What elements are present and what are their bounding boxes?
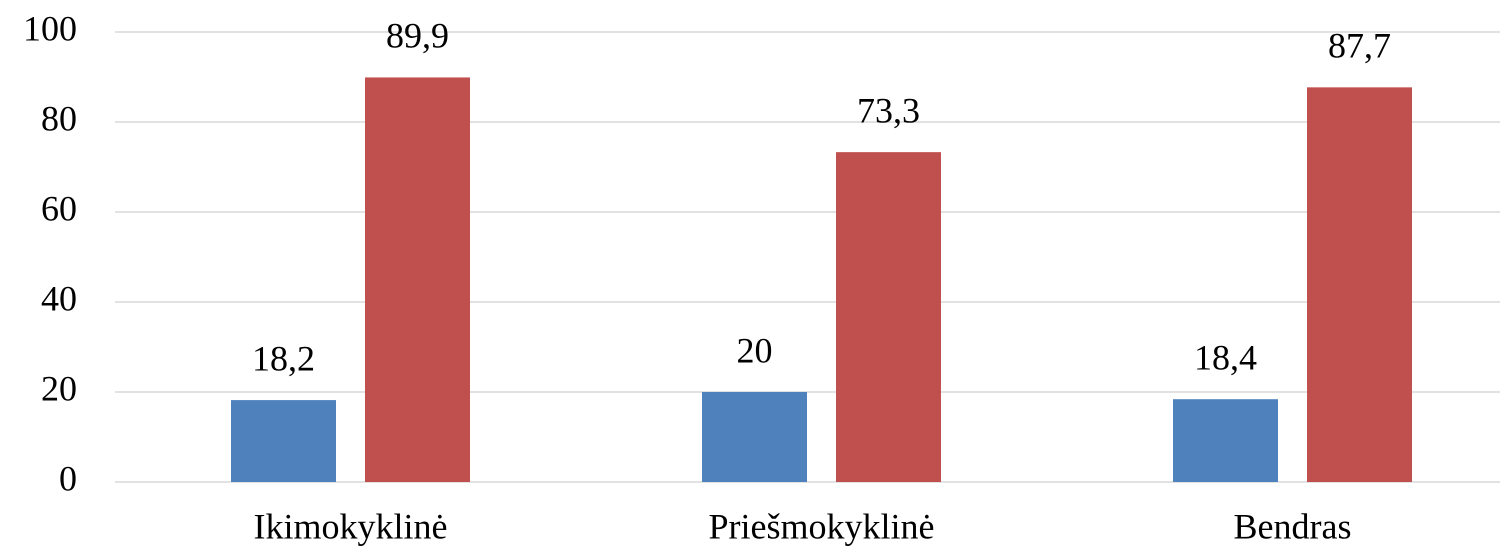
x-tick-label: Bendras bbox=[1234, 506, 1352, 546]
y-tick-label: 80 bbox=[41, 98, 77, 138]
data-label: 89,9 bbox=[386, 16, 449, 56]
data-label: 73,3 bbox=[857, 90, 920, 130]
data-label: 18,4 bbox=[1194, 337, 1257, 377]
x-tick-label: Ikimokyklinė bbox=[254, 506, 448, 546]
bar bbox=[702, 392, 807, 482]
y-tick-label: 0 bbox=[59, 458, 77, 498]
data-label: 20 bbox=[737, 330, 773, 370]
data-label: 87,7 bbox=[1328, 26, 1391, 66]
bar bbox=[1173, 399, 1278, 482]
bar bbox=[836, 152, 941, 482]
x-tick-label: Priešmokyklinė bbox=[709, 506, 935, 546]
data-label: 18,2 bbox=[252, 338, 315, 378]
y-tick-label: 100 bbox=[23, 8, 77, 48]
bar bbox=[365, 77, 470, 482]
y-tick-label: 40 bbox=[41, 278, 77, 318]
y-tick-label: 60 bbox=[41, 188, 77, 228]
bar bbox=[231, 400, 336, 482]
bar bbox=[1307, 87, 1412, 482]
y-tick-label: 20 bbox=[41, 368, 77, 408]
